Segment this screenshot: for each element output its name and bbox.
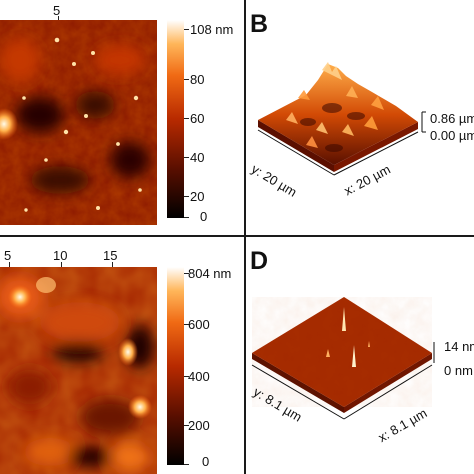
panel-c-colorbar-tick-label: 200 [188, 418, 210, 433]
panel-a-colorbar-tick [184, 29, 189, 30]
panel-d: D 14 nm 0 nm y: 8.1 µm x: 8.1 µm [246, 237, 474, 474]
panel-c-colorbar-unit-label: 804 nm [188, 266, 232, 281]
panel-c-top-tick-label: 5 [4, 248, 12, 263]
panel-d-z-bottom-label: 0 nm [444, 363, 473, 378]
panel-a-colorbar [167, 20, 184, 218]
panel-c-colorbar [167, 267, 184, 465]
panel-c-top-tick [61, 262, 62, 267]
panel-a-colorbar-tick [184, 79, 189, 80]
panel-a-top-tick-label: 5 [53, 3, 61, 18]
panel-a-colorbar-tick [184, 217, 189, 218]
panel-a: 5 [0, 0, 244, 235]
panel-d-3d-surface [251, 297, 435, 420]
panel-a-colorbar-tick [184, 196, 189, 197]
panel-a-colorbar-tick-label: 20 [190, 189, 205, 204]
panel-a-colorbar-tick [184, 118, 189, 119]
panel-c-colorbar-tick [184, 376, 189, 377]
panel-a-height-map [0, 20, 157, 225]
panel-b-letter: B [250, 10, 269, 38]
panel-a-colorbar-tick-label: 40 [190, 150, 205, 165]
panel-c-colorbar-tick [184, 425, 189, 426]
panel-b-z-bottom-label: 0.00 µm [430, 128, 474, 143]
horizontal-divider [0, 235, 474, 237]
panel-a-colorbar-tick [184, 157, 189, 158]
panel-c-top-tick-label: 15 [103, 248, 118, 263]
panel-a-colorbar-tick-label: 80 [190, 72, 205, 87]
panel-c-top-tick [9, 262, 10, 267]
panel-a-colorbar-tick-label: 60 [190, 111, 205, 126]
panel-c-colorbar-tick-label: 0 [202, 454, 210, 469]
panel-b: B 0.86 µm 0.00 µm y: [246, 0, 474, 235]
panel-d-z-top-label: 14 nm [444, 339, 474, 354]
panel-a-top-tick [58, 16, 59, 21]
panel-b-3d-surface [257, 62, 426, 176]
panel-c-height-map [0, 267, 157, 474]
panel-c-top-tick-label: 10 [53, 248, 68, 263]
panel-a-colorbar-tick-label: 0 [200, 209, 208, 224]
panel-c-top-tick [112, 262, 113, 267]
panel-c-colorbar-tick-label: 400 [188, 369, 210, 384]
panel-c-colorbar-tick-label: 600 [188, 317, 210, 332]
panel-a-colorbar-unit-label: 108 nm [190, 22, 234, 37]
panel-b-z-top-label: 0.86 µm [430, 111, 474, 126]
panel-c-colorbar-tick [184, 464, 189, 465]
panel-c-colorbar-tick [184, 273, 189, 274]
panel-d-letter: D [250, 247, 269, 275]
vertical-divider [244, 0, 246, 474]
panel-c-colorbar-tick [184, 324, 189, 325]
panel-c: 5 10 15 804 nm 600 400 200 0 [0, 237, 244, 474]
